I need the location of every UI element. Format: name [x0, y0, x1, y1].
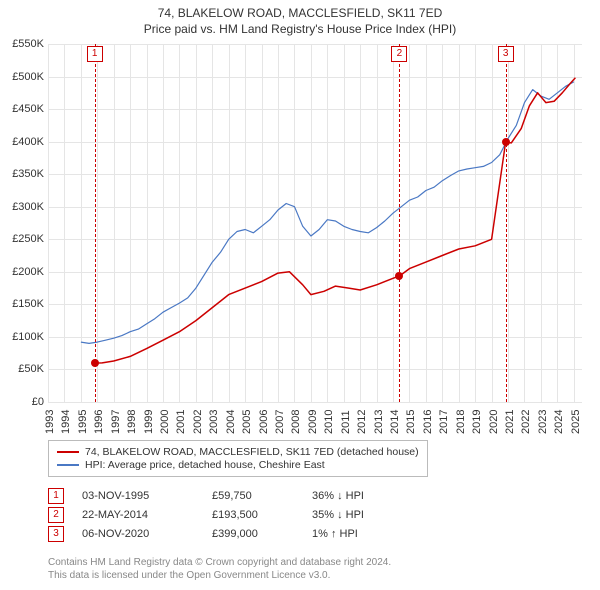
- marker-line: [399, 44, 400, 402]
- ytick-label: £150K: [12, 298, 48, 310]
- event-delta: 1% ↑ HPI: [312, 528, 432, 540]
- marker-dot: [91, 359, 99, 367]
- marker-dot: [502, 138, 510, 146]
- event-date: 03-NOV-1995: [82, 490, 212, 502]
- event-date: 06-NOV-2020: [82, 528, 212, 540]
- xtick-label: 2021: [504, 410, 516, 434]
- gridline-y: [48, 402, 582, 403]
- event-table: 1 03-NOV-1995£59,75036% ↓ HPI 2 22-MAY-2014…: [48, 485, 432, 545]
- marker-dot: [395, 272, 403, 280]
- event-delta: 35% ↓ HPI: [312, 509, 432, 521]
- xtick-label: 2015: [405, 410, 417, 434]
- event-number-box: 1: [48, 488, 64, 504]
- event-number-box: 3: [48, 526, 64, 542]
- xtick-label: 2003: [208, 410, 220, 434]
- xtick-label: 2014: [389, 410, 401, 434]
- event-number-box: 2: [48, 507, 64, 523]
- event-row: 3 06-NOV-2020£399,0001% ↑ HPI: [48, 526, 432, 542]
- event-price: £193,500: [212, 509, 312, 521]
- legend-swatch: [57, 451, 79, 453]
- marker-number-box: 2: [391, 46, 407, 62]
- event-price: £59,750: [212, 490, 312, 502]
- legend-row: 74, BLAKELOW ROAD, MACCLESFIELD, SK11 7E…: [57, 446, 419, 458]
- xtick-label: 1997: [110, 410, 122, 434]
- marker-line: [506, 44, 507, 402]
- xtick-label: 2022: [520, 410, 532, 434]
- xtick-label: 2001: [175, 410, 187, 434]
- ytick-label: £50K: [18, 363, 48, 375]
- xtick-label: 2005: [241, 410, 253, 434]
- xtick-label: 2011: [340, 410, 352, 434]
- xtick-label: 2020: [488, 410, 500, 434]
- xtick-label: 1994: [60, 410, 72, 434]
- marker-number-box: 1: [87, 46, 103, 62]
- ytick-label: £400K: [12, 136, 48, 148]
- event-price: £399,000: [212, 528, 312, 540]
- marker-number-box: 3: [498, 46, 514, 62]
- xtick-label: 2017: [438, 410, 450, 434]
- legend-row: HPI: Average price, detached house, Ches…: [57, 459, 419, 471]
- footnote-line1: Contains HM Land Registry data © Crown c…: [48, 556, 391, 569]
- chart-plot-area: £0£50K£100K£150K£200K£250K£300K£350K£400…: [48, 44, 582, 402]
- series-hpi: [81, 82, 574, 344]
- footnote: Contains HM Land Registry data © Crown c…: [48, 556, 391, 582]
- xtick-label: 2006: [258, 410, 270, 434]
- xtick-label: 2002: [192, 410, 204, 434]
- xtick-label: 2000: [159, 410, 171, 434]
- xtick-label: 2025: [570, 410, 582, 434]
- xtick-label: 2004: [225, 410, 237, 434]
- ytick-label: £200K: [12, 266, 48, 278]
- xtick-label: 2009: [307, 410, 319, 434]
- xtick-label: 2013: [373, 410, 385, 434]
- title-line1: 74, BLAKELOW ROAD, MACCLESFIELD, SK11 7E…: [0, 0, 600, 22]
- title-line2: Price paid vs. HM Land Registry's House …: [0, 22, 600, 40]
- legend-label: HPI: Average price, detached house, Ches…: [85, 459, 325, 471]
- xtick-label: 2023: [537, 410, 549, 434]
- legend-label: 74, BLAKELOW ROAD, MACCLESFIELD, SK11 7E…: [85, 446, 419, 458]
- ytick-label: £100K: [12, 331, 48, 343]
- xtick-label: 2018: [455, 410, 467, 434]
- xtick-label: 1999: [143, 410, 155, 434]
- xtick-label: 2010: [323, 410, 335, 434]
- ytick-label: £0: [32, 396, 48, 408]
- legend-swatch: [57, 464, 79, 466]
- ytick-label: £250K: [12, 233, 48, 245]
- ytick-label: £300K: [12, 201, 48, 213]
- xtick-label: 1993: [44, 410, 56, 434]
- legend: 74, BLAKELOW ROAD, MACCLESFIELD, SK11 7E…: [48, 440, 428, 477]
- xtick-label: 1998: [126, 410, 138, 434]
- xtick-label: 2016: [422, 410, 434, 434]
- xtick-label: 2007: [274, 410, 286, 434]
- ytick-label: £550K: [12, 38, 48, 50]
- event-row: 2 22-MAY-2014£193,50035% ↓ HPI: [48, 507, 432, 523]
- ytick-label: £500K: [12, 71, 48, 83]
- xtick-label: 2008: [290, 410, 302, 434]
- xtick-label: 2012: [356, 410, 368, 434]
- xtick-label: 2019: [471, 410, 483, 434]
- footnote-line2: This data is licensed under the Open Gov…: [48, 569, 391, 582]
- ytick-label: £350K: [12, 168, 48, 180]
- xtick-label: 1996: [93, 410, 105, 434]
- event-row: 1 03-NOV-1995£59,75036% ↓ HPI: [48, 488, 432, 504]
- marker-line: [95, 44, 96, 402]
- ytick-label: £450K: [12, 103, 48, 115]
- xtick-label: 2024: [553, 410, 565, 434]
- event-date: 22-MAY-2014: [82, 509, 212, 521]
- xtick-label: 1995: [77, 410, 89, 434]
- series-svg: [48, 44, 582, 402]
- event-delta: 36% ↓ HPI: [312, 490, 432, 502]
